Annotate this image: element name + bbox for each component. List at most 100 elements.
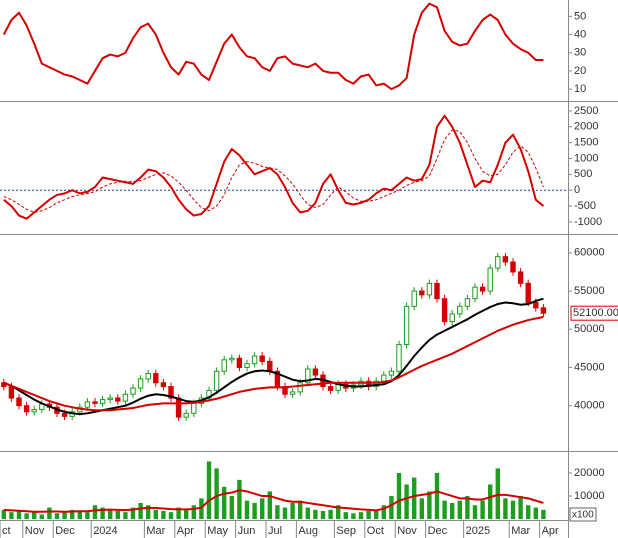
x-tick-label: Dec bbox=[55, 525, 75, 537]
candle-body bbox=[426, 282, 433, 296]
x-tick-label: Jun bbox=[238, 525, 256, 537]
y-tick-label: 10000 bbox=[574, 490, 605, 502]
candle-body bbox=[23, 405, 30, 413]
candle-body bbox=[517, 271, 524, 284]
volume-bar bbox=[351, 513, 356, 520]
candle-body bbox=[495, 256, 501, 269]
candle-body bbox=[175, 397, 182, 418]
y-tick-label: 20 bbox=[574, 65, 586, 77]
line-series bbox=[3, 114, 545, 220]
volume-bar bbox=[450, 502, 455, 520]
candle-body bbox=[419, 290, 425, 296]
volume-bar bbox=[480, 500, 485, 520]
unit-label: x100 bbox=[572, 510, 594, 521]
volume-bar bbox=[510, 500, 516, 520]
x-tick-label: 2024 bbox=[93, 525, 117, 537]
volume-bar bbox=[282, 507, 288, 520]
candle-body bbox=[160, 382, 167, 388]
y-tick-label: 50 bbox=[574, 10, 586, 22]
volume-bar bbox=[488, 484, 493, 520]
candle-body bbox=[137, 378, 144, 389]
volume-bar bbox=[434, 472, 440, 520]
y-tick-label: 1500 bbox=[574, 137, 598, 149]
volume-bar bbox=[427, 491, 432, 520]
volume-bar bbox=[252, 502, 257, 520]
y-tick-label: 2500 bbox=[574, 105, 598, 117]
volume-bar bbox=[305, 507, 310, 520]
y-tick-label: 500 bbox=[574, 168, 592, 180]
x-tick-label: Dec bbox=[428, 525, 448, 537]
volume-bar bbox=[412, 477, 417, 520]
candle-body bbox=[434, 282, 440, 300]
volume-bar bbox=[9, 512, 14, 520]
candle-body bbox=[115, 397, 121, 402]
y-tick-label: 45000 bbox=[574, 361, 605, 373]
line-series bbox=[3, 316, 544, 412]
candle-body bbox=[381, 374, 387, 382]
volume-bar bbox=[518, 496, 523, 520]
volume-bar bbox=[465, 496, 470, 520]
candle-body bbox=[449, 313, 455, 323]
x-tick-label: Oct bbox=[367, 525, 384, 537]
x-tick-label: Mar bbox=[146, 525, 165, 537]
volume-bar bbox=[161, 511, 166, 520]
volume-bar bbox=[229, 496, 234, 520]
volume-bar bbox=[533, 507, 538, 520]
volume-bar bbox=[206, 461, 212, 520]
candle-body bbox=[221, 359, 227, 372]
last-price-box bbox=[570, 305, 618, 321]
candle-body bbox=[213, 370, 220, 391]
x-tick-label: Apr bbox=[542, 525, 559, 537]
volume-bar bbox=[16, 511, 22, 520]
y-tick-label: 30 bbox=[574, 47, 586, 59]
candle-body bbox=[289, 391, 296, 395]
volume-bar bbox=[328, 509, 333, 520]
candle-body bbox=[191, 402, 197, 414]
line-series bbox=[3, 297, 544, 416]
x-tick-label: Nov bbox=[397, 525, 417, 537]
volume-bar bbox=[54, 513, 60, 520]
volume-bar bbox=[1, 509, 6, 520]
volume-bar bbox=[404, 484, 409, 520]
candle-body bbox=[236, 357, 243, 368]
volume-bar bbox=[138, 502, 143, 520]
candle-body bbox=[388, 370, 395, 376]
volume-bar bbox=[184, 509, 189, 520]
volume-bar bbox=[47, 507, 52, 520]
candle-body bbox=[31, 408, 37, 413]
y-tick-label: 10 bbox=[574, 83, 586, 95]
candle-body bbox=[153, 373, 159, 384]
volume-bar bbox=[381, 505, 386, 520]
volume-bar bbox=[85, 512, 90, 520]
candle-body bbox=[457, 305, 463, 315]
y-tick-label: 20000 bbox=[574, 467, 605, 479]
volume-bar bbox=[77, 511, 82, 520]
candle-body bbox=[84, 401, 91, 408]
y-tick-label: 55000 bbox=[574, 285, 605, 297]
volume-bar bbox=[472, 505, 478, 520]
volume-bar bbox=[343, 512, 348, 520]
candle-body bbox=[259, 355, 265, 362]
volume-bar bbox=[108, 509, 113, 520]
candle-body bbox=[92, 401, 98, 404]
y-tick-label: 60000 bbox=[574, 247, 605, 259]
volume-bar bbox=[70, 509, 75, 520]
line-series bbox=[2, 2, 544, 91]
volume-bar bbox=[526, 505, 531, 520]
candle-body bbox=[251, 355, 258, 365]
y-tick-label: 2000 bbox=[574, 121, 598, 133]
volume-bar bbox=[267, 491, 272, 520]
candle-body bbox=[396, 344, 402, 372]
x-tick-label: Sep bbox=[336, 525, 356, 537]
x-tick-label: ct bbox=[2, 525, 11, 537]
candle-body bbox=[183, 412, 189, 418]
candle-body bbox=[533, 301, 539, 309]
x-tick-label: Jul bbox=[268, 525, 282, 537]
volume-bar bbox=[123, 512, 128, 520]
volume-bar bbox=[313, 509, 318, 520]
y-tick-label: 0 bbox=[574, 184, 580, 196]
volume-bar bbox=[495, 468, 500, 520]
candle-body bbox=[403, 305, 410, 346]
x-tick-label: Apr bbox=[177, 525, 194, 537]
